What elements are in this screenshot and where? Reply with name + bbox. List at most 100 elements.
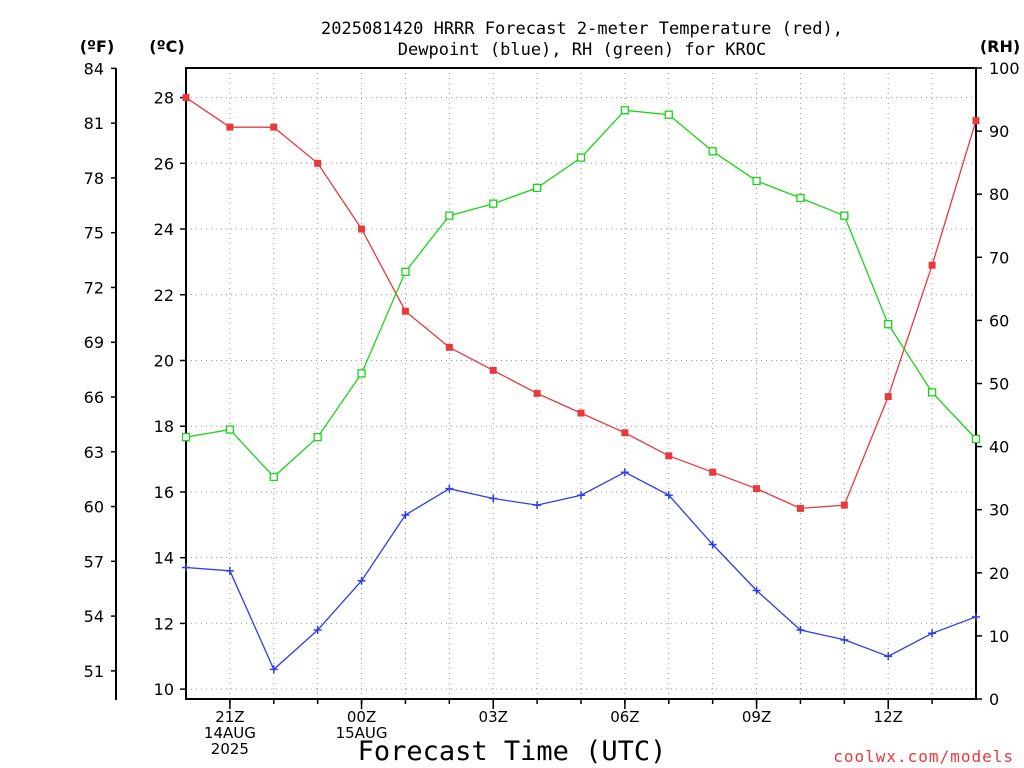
dewpoint-point: [225, 566, 234, 575]
temperature-point: [226, 123, 234, 131]
dewpoint-point: [664, 491, 673, 500]
x-axis-label: Forecast Time (UTC): [358, 736, 667, 767]
fahrenheit-tick-label: 57: [84, 552, 104, 571]
rh-tick-label: 40: [989, 438, 1009, 457]
x-tick-label: 21Z: [215, 708, 244, 726]
rh-point: [357, 369, 366, 378]
x-tick-label: 15AUG: [336, 724, 388, 742]
celsius-tick-label: 12: [154, 614, 174, 633]
rh-point: [664, 110, 673, 119]
rh-point: [401, 267, 410, 276]
fahrenheit-tick-label: 60: [84, 498, 104, 517]
temperature-point: [753, 485, 761, 493]
temperature-point: [489, 366, 497, 374]
fahrenheit-tick-label: 54: [84, 607, 104, 626]
rh-tick-label: 90: [989, 122, 1009, 141]
fahrenheit-tick-label: 84: [84, 59, 104, 78]
celsius-unit-label: (ºC): [149, 37, 184, 56]
x-tick-label: 12Z: [874, 708, 903, 726]
fahrenheit-tick-label: 69: [84, 333, 104, 352]
fahrenheit-tick-label: 72: [84, 278, 104, 297]
rh-tick-label: 10: [989, 627, 1009, 646]
rh-tick-label: 70: [989, 248, 1009, 267]
temperature-point: [533, 389, 541, 397]
rh-tick-label: 0: [989, 690, 999, 709]
rh-point: [971, 434, 981, 444]
gridlines: [186, 68, 976, 699]
dewpoint-point: [752, 586, 761, 595]
rh-point: [313, 432, 322, 442]
fahrenheit-tick-label: 63: [84, 443, 104, 462]
axes: 51 54 57 60 63 66 69 72 75 78 81 84 10 12 14 16 18 20 22 24…: [84, 59, 1020, 758]
fahrenheit-tick-label: 81: [84, 114, 104, 133]
dewpoint-point: [533, 501, 542, 510]
temperature-point: [928, 261, 936, 269]
chart-subtitle: Dewpoint (blue), RH (green) for KROC: [398, 40, 766, 60]
rh-point: [532, 183, 542, 193]
temperature-point: [182, 94, 190, 102]
rh-point: [796, 193, 805, 203]
fahrenheit-tick-label: 78: [84, 169, 104, 188]
celsius-tick-label: 16: [154, 483, 174, 502]
x-tick-label: 03Z: [479, 708, 508, 726]
dewpoint-point: [182, 563, 190, 572]
dewpoint-point: [445, 484, 454, 493]
rh-point: [620, 106, 630, 115]
rh-point: [225, 425, 235, 434]
celsius-tick-label: 26: [154, 154, 174, 173]
dewpoint-point: [928, 629, 937, 638]
celsius-tick-label: 10: [154, 680, 174, 699]
rh-tick-label: 50: [989, 375, 1009, 394]
temperature-point: [577, 409, 585, 417]
rh-point: [927, 388, 937, 397]
dewpoint-point: [796, 625, 805, 634]
celsius-tick-label: 24: [154, 220, 174, 239]
temperature-point: [621, 429, 629, 437]
temperature-point: [445, 343, 453, 351]
dewpoint-point: [620, 468, 629, 477]
x-tick-label: 2025: [211, 740, 249, 758]
rh-tick-label: 20: [989, 564, 1009, 583]
dewpoint-point: [313, 625, 322, 634]
temperature-point: [358, 225, 366, 233]
rh-point: [576, 153, 586, 162]
celsius-tick-label: 20: [154, 351, 174, 370]
watermark: coolwx.com/models: [833, 747, 1014, 766]
rh-tick-label: 80: [989, 185, 1009, 204]
rh-point: [708, 147, 717, 156]
dewpoint-point: [708, 540, 717, 549]
dewpoint-point: [577, 491, 585, 500]
rh-point: [445, 211, 454, 220]
x-tick-label: 14AUG: [204, 724, 256, 742]
dewpoint-point: [401, 510, 410, 519]
rh-tick-label: 100: [989, 59, 1020, 78]
rh-tick-label: 60: [989, 311, 1009, 330]
fahrenheit-unit-label: (ºF): [80, 37, 115, 56]
rh-point: [489, 199, 498, 208]
celsius-tick-label: 14: [154, 549, 174, 568]
temperature-point: [796, 504, 804, 512]
x-tick-label: 09Z: [742, 708, 771, 726]
rh-point: [269, 472, 278, 482]
rh-point: [884, 320, 893, 329]
x-tick-label: 00Z: [347, 708, 376, 726]
fahrenheit-tick-label: 66: [84, 388, 104, 407]
temperature-point: [314, 159, 322, 167]
fahrenheit-tick-label: 75: [84, 224, 104, 243]
temperature-point: [401, 307, 409, 315]
chart-title: 2025081420 HRRR Forecast 2-meter Tempera…: [321, 19, 843, 39]
rh-point: [181, 432, 191, 442]
dewpoint-point: [269, 665, 278, 674]
temperature-point: [270, 123, 278, 131]
temperature-point: [840, 501, 848, 509]
celsius-tick-label: 18: [154, 417, 174, 436]
dewpoint-line: [185, 471, 977, 671]
temperature-point: [884, 393, 892, 401]
dewpoint-point: [884, 652, 893, 661]
temperature-point: [709, 468, 717, 476]
x-tick-label: 06Z: [610, 708, 639, 726]
temperature-point: [665, 452, 673, 460]
dewpoint-point: [840, 635, 849, 644]
rh-tick-label: 30: [989, 501, 1009, 520]
